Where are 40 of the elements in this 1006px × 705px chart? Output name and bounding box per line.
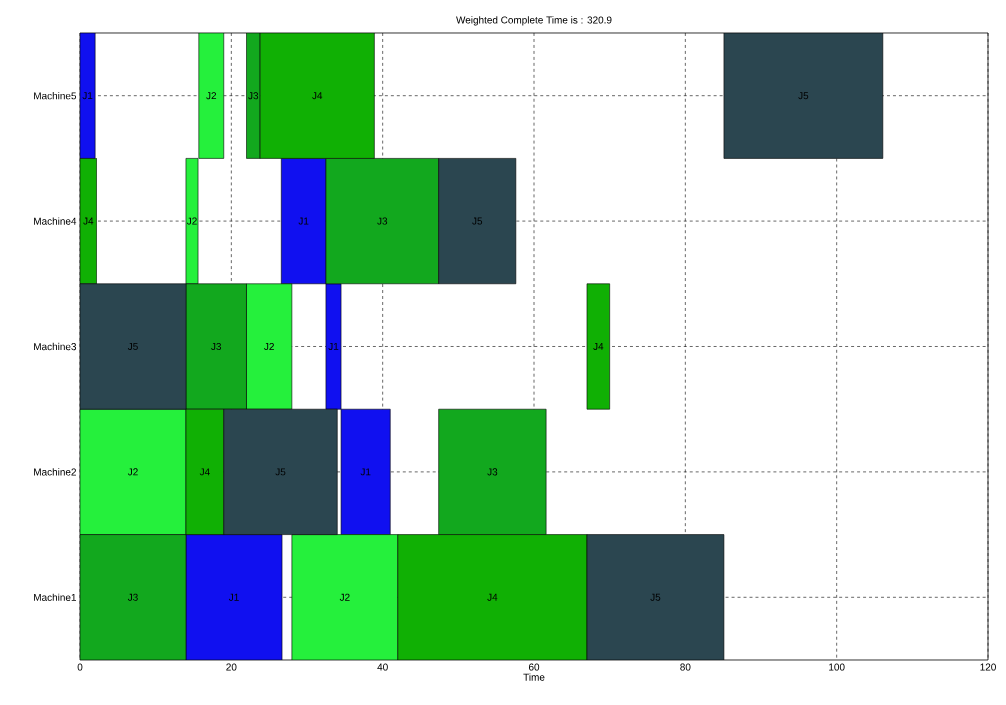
x-tick-label: 40 xyxy=(377,663,388,671)
y-tick-label: Machine1 xyxy=(34,593,76,601)
text: J4 xyxy=(487,593,498,601)
text: J1 xyxy=(360,468,371,476)
text: J1 xyxy=(298,217,309,225)
y-tick-label: Machine4 xyxy=(34,217,77,225)
text: J4 xyxy=(199,468,210,476)
x-tick-label: 80 xyxy=(680,663,691,671)
bar xyxy=(586,283,610,410)
text: J5 xyxy=(127,343,138,350)
x-tick-label: 120 xyxy=(980,663,996,671)
x-tick-label: 100 xyxy=(829,663,845,671)
chart-title: Weighted Complete Time is : 320.9 xyxy=(456,16,612,26)
text: J4 xyxy=(312,92,323,100)
series-label: J3 xyxy=(248,92,259,100)
text: J2 xyxy=(206,92,217,100)
x-tick-label: 60 xyxy=(528,663,540,671)
text: J2 xyxy=(264,342,274,351)
x-axis-title: Time xyxy=(523,673,545,681)
x-tick-label: 20 xyxy=(226,663,237,671)
series-label: J5 xyxy=(472,217,483,225)
text: J3 xyxy=(487,468,498,476)
text: J5 xyxy=(650,593,661,601)
x-tick-label: 0 xyxy=(77,663,83,671)
text: J2 xyxy=(127,468,138,476)
text: J1 xyxy=(228,593,239,601)
text: J4 xyxy=(593,343,604,350)
text: J1 xyxy=(82,92,93,100)
series-label: J1 xyxy=(328,343,339,350)
y-tick-label: Machine5 xyxy=(34,92,77,100)
text: J3 xyxy=(377,217,388,225)
text: J5 xyxy=(798,92,809,100)
y-tick-label: Machine2 xyxy=(34,468,76,476)
y-tick-label: Machine3 xyxy=(34,342,77,351)
series-label: J4 xyxy=(83,217,94,225)
text: J3 xyxy=(211,342,222,351)
text: J3 xyxy=(127,593,138,601)
series-label: J2 xyxy=(186,217,197,225)
text: J2 xyxy=(339,593,350,601)
text: J5 xyxy=(275,468,286,476)
